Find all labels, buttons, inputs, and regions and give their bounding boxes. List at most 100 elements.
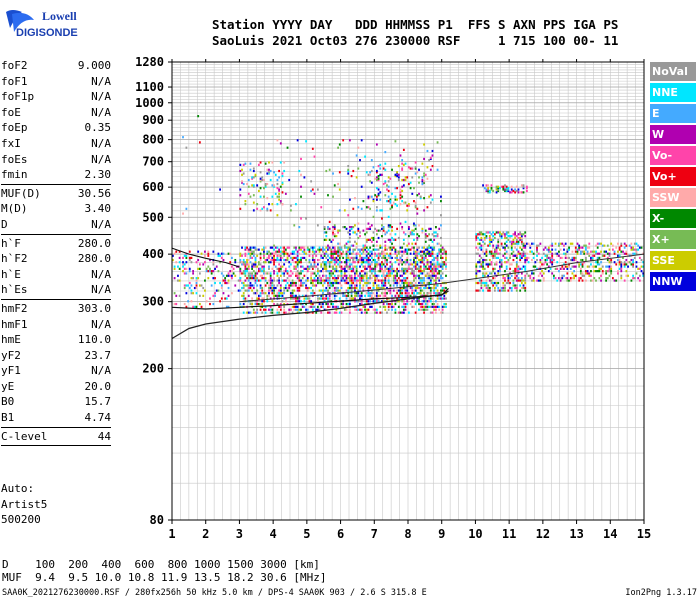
echo-point bbox=[413, 274, 415, 277]
echo-point bbox=[370, 292, 373, 295]
echo-point bbox=[384, 292, 387, 295]
echo-point bbox=[284, 250, 287, 253]
echo-point bbox=[419, 302, 422, 306]
echo-point bbox=[419, 270, 422, 273]
echo-point bbox=[332, 233, 334, 236]
param-label: foF1 bbox=[1, 74, 28, 88]
echo-point bbox=[519, 246, 522, 249]
logo-digisonde: DIGISONDE bbox=[16, 27, 78, 39]
echo-point bbox=[328, 220, 331, 224]
echo-point bbox=[337, 274, 339, 277]
echo-point bbox=[397, 178, 400, 182]
echo-point bbox=[401, 178, 404, 182]
echo-point bbox=[244, 272, 247, 275]
echo-point bbox=[507, 246, 510, 249]
echo-point bbox=[409, 167, 412, 170]
echo-point bbox=[271, 256, 274, 260]
echo-point bbox=[436, 242, 439, 245]
echo-point bbox=[391, 256, 393, 260]
echo-point bbox=[499, 231, 501, 234]
echo-point bbox=[355, 154, 358, 157]
echo-point bbox=[327, 246, 329, 249]
echo-point bbox=[600, 242, 602, 245]
echo-point bbox=[242, 261, 245, 264]
echo-point bbox=[571, 258, 574, 262]
echo-point bbox=[365, 261, 368, 264]
echo-point bbox=[522, 185, 525, 188]
echo-point bbox=[524, 231, 527, 234]
echo-point bbox=[485, 231, 488, 234]
echo-point bbox=[441, 248, 444, 251]
echo-point bbox=[242, 163, 245, 166]
echo-point bbox=[284, 311, 287, 314]
echo-point bbox=[257, 270, 260, 273]
echo-point bbox=[389, 289, 392, 292]
echo-point bbox=[384, 265, 387, 268]
echo-point bbox=[406, 258, 409, 262]
echo-point bbox=[295, 305, 297, 308]
echo-point bbox=[504, 235, 506, 238]
echo-point bbox=[261, 178, 264, 182]
echo-point bbox=[522, 187, 525, 190]
echo-point bbox=[322, 267, 324, 270]
echo-point bbox=[254, 292, 257, 295]
echo-point bbox=[256, 279, 259, 282]
echo-point bbox=[478, 281, 481, 285]
echo-point bbox=[295, 274, 297, 277]
echo-point bbox=[433, 292, 436, 295]
echo-point bbox=[429, 252, 432, 255]
echo-point bbox=[404, 201, 407, 204]
echo-point bbox=[279, 286, 282, 290]
echo-point bbox=[488, 252, 491, 255]
echo-point bbox=[495, 250, 498, 253]
param-value: N/A bbox=[91, 74, 111, 88]
echo-point bbox=[493, 289, 496, 292]
echo-point bbox=[551, 256, 554, 260]
echo-point bbox=[271, 246, 274, 249]
echo-point bbox=[365, 284, 368, 287]
echo-point bbox=[375, 277, 378, 280]
echo-point bbox=[408, 284, 410, 287]
echo-point bbox=[429, 281, 432, 285]
echo-point bbox=[389, 238, 392, 241]
echo-point bbox=[247, 274, 250, 277]
echo-point bbox=[369, 294, 372, 297]
y-tick-label: 80 bbox=[150, 513, 164, 527]
echo-point bbox=[526, 272, 528, 275]
echo-point bbox=[352, 267, 355, 270]
echo-point bbox=[510, 242, 513, 245]
echo-point bbox=[333, 246, 336, 249]
echo-point bbox=[490, 240, 493, 243]
echo-point bbox=[357, 261, 360, 264]
echo-point bbox=[433, 286, 436, 290]
echo-point bbox=[278, 270, 280, 273]
echo-point bbox=[571, 265, 574, 268]
echo-point bbox=[379, 267, 382, 270]
echo-point bbox=[392, 279, 395, 282]
echo-point bbox=[561, 277, 564, 280]
echo-point bbox=[284, 300, 287, 303]
echo-point bbox=[443, 302, 446, 306]
echo-point bbox=[526, 242, 528, 245]
echo-point bbox=[370, 252, 373, 255]
echo-point bbox=[242, 286, 245, 290]
echo-point bbox=[310, 281, 313, 285]
echo-point bbox=[286, 252, 289, 255]
echo-point bbox=[362, 265, 365, 268]
echo-point bbox=[355, 284, 358, 287]
echo-point bbox=[413, 200, 415, 203]
echo-point bbox=[251, 250, 254, 253]
echo-point bbox=[198, 284, 201, 287]
echo-point bbox=[524, 258, 527, 262]
echo-point bbox=[374, 300, 377, 303]
echo-point bbox=[349, 302, 351, 306]
echo-point bbox=[514, 286, 516, 290]
echo-point bbox=[445, 256, 447, 260]
echo-point bbox=[576, 250, 579, 253]
echo-point bbox=[492, 231, 495, 234]
echo-point bbox=[406, 252, 409, 255]
station-header: Station YYYY DAY DDD HHMMSS P1 FFS S AXN… bbox=[212, 17, 618, 49]
echo-point bbox=[517, 236, 520, 240]
echo-point bbox=[394, 187, 397, 190]
echo-point bbox=[514, 246, 516, 249]
